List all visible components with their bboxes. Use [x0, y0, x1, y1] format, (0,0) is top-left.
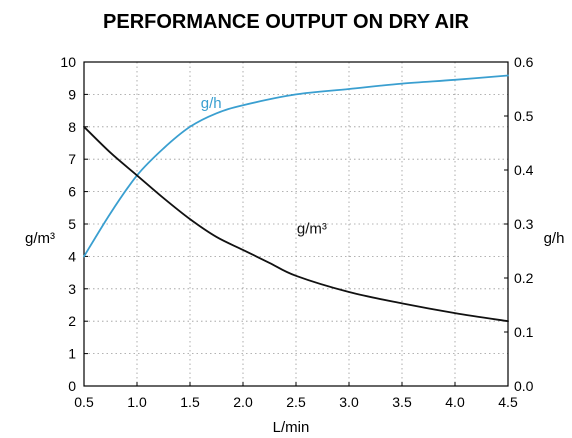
y-left-tick-label: 1 [68, 346, 76, 362]
y-right-tick-label: 0.2 [514, 270, 534, 286]
plot-frame [83, 61, 509, 387]
annotation-g-per-h: g/h [201, 95, 222, 112]
annotation-g-per-m3: g/m³ [297, 221, 327, 238]
x-tick-label: 2.0 [233, 394, 253, 410]
x-tick-label: 1.5 [180, 394, 200, 410]
series-layer [83, 74, 509, 323]
y-left-tick-label: 0 [68, 378, 76, 394]
y-left-tick-label: 6 [68, 184, 76, 200]
x-tick-label: 1.0 [127, 394, 147, 410]
gridlines [83, 61, 509, 387]
y-right-tick-label: 0.3 [514, 216, 534, 232]
x-tick-label: 0.5 [74, 394, 94, 410]
x-tick-label: 2.5 [286, 394, 306, 410]
y-axis-right-label: g/h [544, 230, 565, 247]
y-axis-left-label: g/m³ [25, 230, 55, 247]
y-right-tick-label: 0.6 [514, 54, 534, 70]
x-axis-label: L/min [273, 419, 310, 436]
y-left-tick-label: 5 [68, 216, 76, 232]
y-right-tick-label: 0.1 [514, 324, 534, 340]
y-left-tick-label: 10 [60, 54, 76, 70]
x-tick-label: 4.5 [498, 394, 518, 410]
y-left-tick-label: 8 [68, 119, 76, 135]
y-left-tick-label: 3 [68, 281, 76, 297]
y-right-tick-label: 0.5 [514, 108, 534, 124]
x-tick-label: 3.5 [392, 394, 412, 410]
series-line-g-per-h [83, 74, 509, 258]
y-left-tick-label: 4 [68, 248, 76, 264]
y-right-tick-label: 0.4 [514, 162, 534, 178]
annotations: g/h g/m³ [201, 95, 327, 238]
y-left-tick-label: 2 [68, 313, 76, 329]
chart-title: PERFORMANCE OUTPUT ON DRY AIR [103, 11, 469, 33]
y-left-tick-label: 9 [68, 86, 76, 102]
y-right-tick-label: 0.0 [514, 378, 534, 394]
series-line-g-per-m3 [83, 125, 509, 323]
y-left-tick-label: 7 [68, 151, 76, 167]
x-tick-label: 4.0 [445, 394, 465, 410]
tick-labels: 0.5 1.0 1.5 2.0 2.5 3.0 3.5 4.0 4.5 0 1 2 3 4 5 6 7 8 9 10 0… [60, 54, 533, 410]
x-tick-label: 3.0 [339, 394, 359, 410]
